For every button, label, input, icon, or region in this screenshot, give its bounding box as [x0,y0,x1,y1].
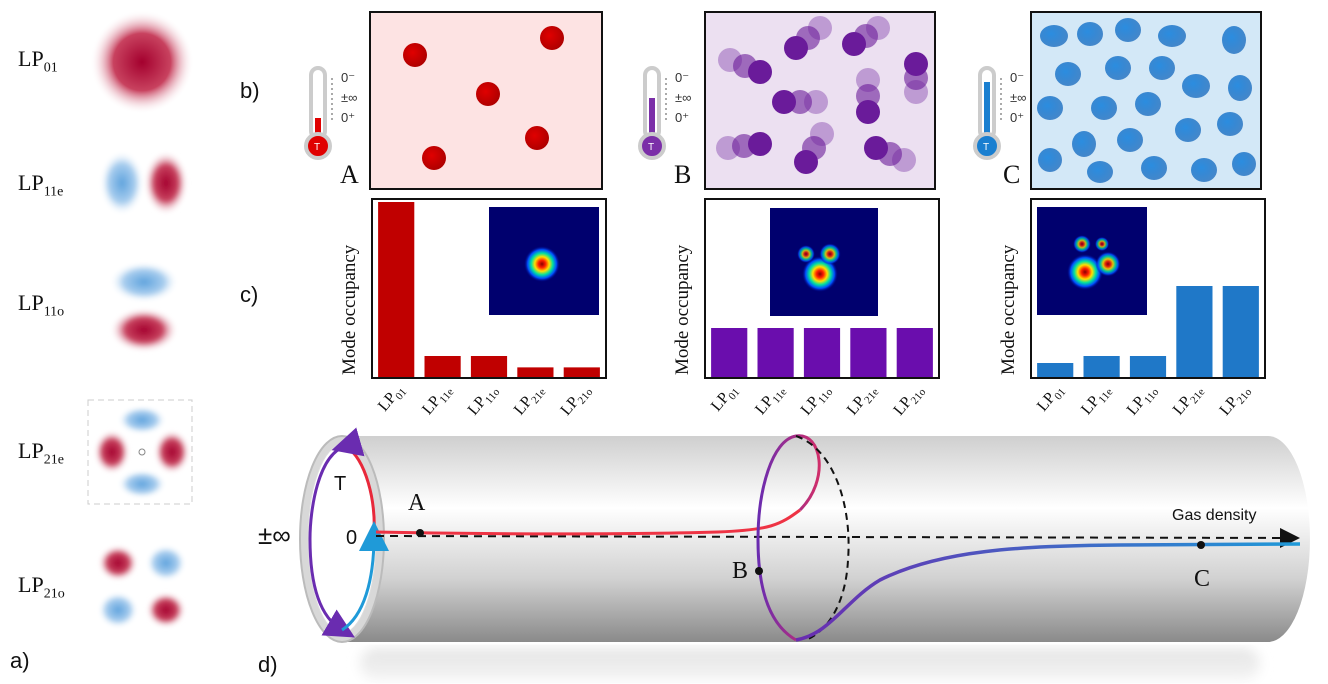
thermometer-a-label-bot: 0⁺ [341,110,355,125]
ylabel-mode-occupancy: Mode occupancy [672,244,693,375]
curve-low-temperature [375,508,801,536]
thermometer-b-label-mid: ±∞ [675,90,691,105]
thermometer-c-label-bot: 0⁺ [1010,110,1024,125]
bar-lp11e [424,356,461,377]
bar-lp01 [1037,363,1074,377]
thermometer-c-label-mid: ±∞ [1010,90,1026,105]
cylinder-shadow [360,648,1260,680]
mode-label-lp11o: LP11o [18,290,65,320]
mode-lp21e-profile [87,399,193,505]
bar-lp11e [1083,356,1120,377]
infinity-label: ±∞ [258,520,291,550]
gas-density-label: Gas density [1172,507,1256,524]
bar-lp11o [1129,356,1167,377]
occupancy-chart-c [1030,198,1266,379]
point-b-marker [755,567,763,575]
beam-profile-inset [770,208,878,316]
thermometer-b-bulb-label: T [648,142,654,153]
point-c-label: C [1194,566,1210,592]
mode-profiles [87,10,194,628]
gas-box-a [369,11,603,190]
curve-high-temperature [795,542,1301,642]
ylabel-mode-occupancy: Mode occupancy [339,244,360,375]
cylinder-body [342,436,1310,642]
bar-lp11o [470,356,508,377]
t-loop-blue [341,521,389,632]
point-a-marker [416,529,424,537]
bar-lp21e [517,367,554,377]
t-label: T [334,473,346,495]
thermometer-b-label-bot: 0⁺ [675,110,689,125]
mode-label-lp21e: LP21e [18,438,64,468]
mode-label-lp21o: LP21o [18,572,65,602]
thermometer-b-label-top: 0⁻ [675,70,689,85]
mode-label-lp11e: LP11e [18,170,64,200]
state-letter-b: B [674,160,692,189]
gas-box-b [704,11,936,190]
beam-profile-inset [489,207,599,315]
panel-label-a: a) [10,648,30,673]
occupancy-chart-b [704,198,940,379]
thermometer-b: T 0⁻ ±∞ 0⁺ [638,66,691,160]
ylabel-mode-occupancy: Mode occupancy [998,244,1019,375]
thermometer-c-label-top: 0⁻ [1010,70,1024,85]
panel-label-b: b) [240,78,260,103]
mode-lp11e-profile [100,151,188,215]
thermometer-a-label-top: 0⁻ [341,70,355,85]
phase-diagram: A B C Gas density ±∞ 0 T [258,427,1310,680]
bar-lp21o [563,367,600,377]
mode-lp01-profile [90,10,194,114]
thermometer-c-bulb-label: T [983,142,989,153]
state-letter-c: C [1003,160,1021,189]
point-c-marker [1197,541,1205,549]
thermometer-c: T 0⁻ ±∞ 0⁺ [973,66,1026,160]
gas-states: T 0⁻ ±∞ 0⁺ T 0⁻ ±∞ 0⁺ T 0⁻ ±∞ 0⁺ [304,11,1262,190]
bar-lp21o [896,328,933,377]
panel-label-d: d) [258,652,278,677]
beam-profile-inset [1037,207,1147,315]
panel-label-c: c) [240,282,259,307]
point-b-label: B [732,558,748,584]
bar-lp01 [711,328,748,377]
bar-lp11e [757,328,794,377]
zero-label: 0 [346,527,357,549]
t-loop-purple [308,427,365,638]
thermometer-a-label-mid: ±∞ [341,90,357,105]
curve-loop-b [756,434,821,642]
mode-lp21o-profile [98,545,186,628]
bar-lp21o [1222,286,1259,377]
bar-lp21e [850,328,887,377]
point-a-label: A [408,490,426,516]
mode-lp11o-profile [110,262,178,352]
thermometer-a-bulb-label: T [314,142,320,153]
bar-lp21e [1176,286,1213,377]
occupancy-chart-a [371,198,607,379]
cross-section-dashed [795,435,850,641]
bar-lp01 [378,202,415,377]
gas-box-c [1030,11,1262,190]
state-letter-a: A [340,160,359,189]
thermometer-a: T 0⁻ ±∞ 0⁺ [304,66,357,160]
bar-lp11o [803,328,841,377]
mode-label-lp01: LP01 [18,46,58,76]
